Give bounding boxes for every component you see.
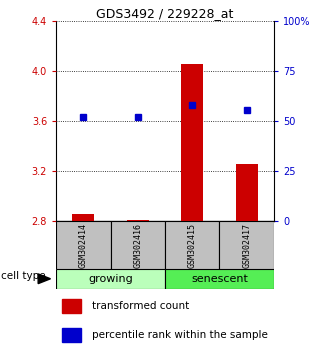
Text: GSM302415: GSM302415 <box>188 223 197 268</box>
Bar <box>56 221 111 269</box>
Text: growing: growing <box>88 274 133 284</box>
Bar <box>182 64 203 221</box>
Bar <box>73 214 94 221</box>
Title: GDS3492 / 229228_at: GDS3492 / 229228_at <box>96 7 234 20</box>
Text: GSM302417: GSM302417 <box>242 223 251 268</box>
Bar <box>165 269 274 289</box>
Bar <box>236 164 257 221</box>
Text: senescent: senescent <box>191 274 248 284</box>
Text: GSM302416: GSM302416 <box>133 223 142 268</box>
Bar <box>219 221 274 269</box>
Text: transformed count: transformed count <box>92 301 189 311</box>
Text: percentile rank within the sample: percentile rank within the sample <box>92 330 268 340</box>
Bar <box>127 220 149 221</box>
Bar <box>165 221 219 269</box>
Bar <box>62 328 81 342</box>
Bar <box>56 269 165 289</box>
Bar <box>62 299 81 313</box>
Text: cell type: cell type <box>1 271 46 281</box>
Text: GSM302414: GSM302414 <box>79 223 88 268</box>
Polygon shape <box>38 274 50 284</box>
Bar <box>111 221 165 269</box>
